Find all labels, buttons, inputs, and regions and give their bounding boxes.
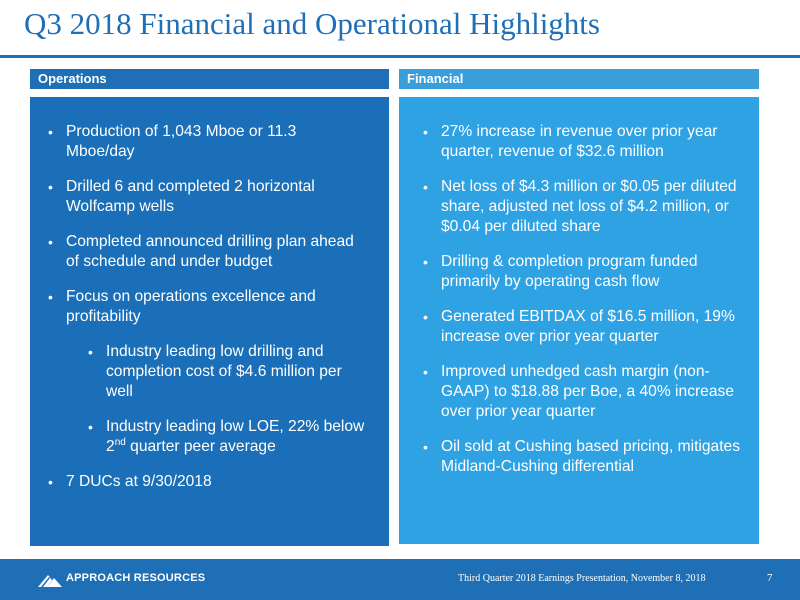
page-number: 7 <box>767 572 773 584</box>
financial-bullet: • Improved unhedged cash margin (non-GAAP… <box>423 362 743 422</box>
bullet-dot: • <box>423 124 428 140</box>
operations-bullet: • Focus on operations excellence and prof… <box>48 287 368 327</box>
bullet-text: Drilled 6 and completed 2 horizontal Wol… <box>66 178 315 215</box>
bullet-text: Drilling & completion program funded pri… <box>441 253 698 290</box>
bullet-dot: • <box>423 309 428 325</box>
bullet-text: Net loss of $4.3 million or $0.05 per di… <box>441 178 737 235</box>
financial-bullet: • 27% increase in revenue over prior year… <box>423 122 743 162</box>
financial-list: • 27% increase in revenue over prior year… <box>423 122 743 492</box>
financial-bullet: • Generated EBITDAX of $16.5 million, 19%… <box>423 307 743 347</box>
financial-bullet: • Net loss of $4.3 million or $0.05 per d… <box>423 177 743 237</box>
bullet-dot: • <box>88 344 93 360</box>
bullet-text: 27% increase in revenue over prior year … <box>441 123 718 160</box>
bullet-text-cont: quarter peer average <box>125 438 276 455</box>
bullet-dot: • <box>48 289 53 305</box>
title-divider <box>0 55 800 58</box>
operations-list: • Production of 1,043 Mboe or 11.3 Mboe/d… <box>48 122 368 507</box>
bullet-text: Oil sold at Cushing based pricing, mitig… <box>441 438 741 475</box>
bullet-dot: • <box>423 254 428 270</box>
company-name: APPROACH RESOURCES <box>66 572 206 584</box>
financial-bullet: • Oil sold at Cushing based pricing, miti… <box>423 437 743 477</box>
bullet-text: Completed announced drilling plan ahead … <box>66 233 354 270</box>
bullet-text: Industry leading low drilling and comple… <box>106 343 342 400</box>
operations-panel: • Production of 1,043 Mboe or 11.3 Mboe/d… <box>30 97 389 546</box>
bullet-text: Production of 1,043 Mboe or 11.3 Mboe/da… <box>66 123 297 160</box>
bullet-text: Industry leading low LOE, 22% below 2 <box>106 418 365 455</box>
bullet-dot: • <box>48 179 53 195</box>
bullet-dot: • <box>48 474 53 490</box>
bullet-dot: • <box>88 419 93 435</box>
ordinal-suffix: nd <box>114 436 126 448</box>
bullet-text: Improved unhedged cash margin (non-GAAP)… <box>441 363 734 420</box>
operations-bullet: • 7 DUCs at 9/30/2018 <box>48 472 368 492</box>
operations-bullet: • Production of 1,043 Mboe or 11.3 Mboe/d… <box>48 122 368 162</box>
financial-bullet: • Drilling & completion program funded pr… <box>423 252 743 292</box>
bullet-dot: • <box>423 179 428 195</box>
page-title: Q3 2018 Financial and Operational Highli… <box>24 6 600 41</box>
financial-panel: • 27% increase in revenue over prior year… <box>399 97 759 544</box>
operations-header: Operations <box>30 69 389 89</box>
bullet-dot: • <box>423 439 428 455</box>
bullet-dot: • <box>48 124 53 140</box>
bullet-text: Generated EBITDAX of $16.5 million, 19% … <box>441 308 735 345</box>
operations-bullet: • Completed announced drilling plan ahead… <box>48 232 368 272</box>
bullet-text: Focus on operations excellence and profi… <box>66 288 316 325</box>
bullet-text: 7 DUCs at 9/30/2018 <box>66 473 212 490</box>
footer-caption: Third Quarter 2018 Earnings Presentation… <box>458 573 706 584</box>
operations-sub-bullet: • Industry leading low LOE, 22% below 2nd… <box>48 417 368 457</box>
operations-bullet: • Drilled 6 and completed 2 horizontal Wo… <box>48 177 368 217</box>
financial-header: Financial <box>399 69 759 89</box>
bullet-dot: • <box>48 234 53 250</box>
approach-logo-icon <box>38 575 62 587</box>
footer-bar: APPROACH RESOURCES Third Quarter 2018 Ea… <box>0 559 800 600</box>
bullet-dot: • <box>423 364 428 380</box>
operations-sub-bullet: • Industry leading low drilling and compl… <box>48 342 368 402</box>
